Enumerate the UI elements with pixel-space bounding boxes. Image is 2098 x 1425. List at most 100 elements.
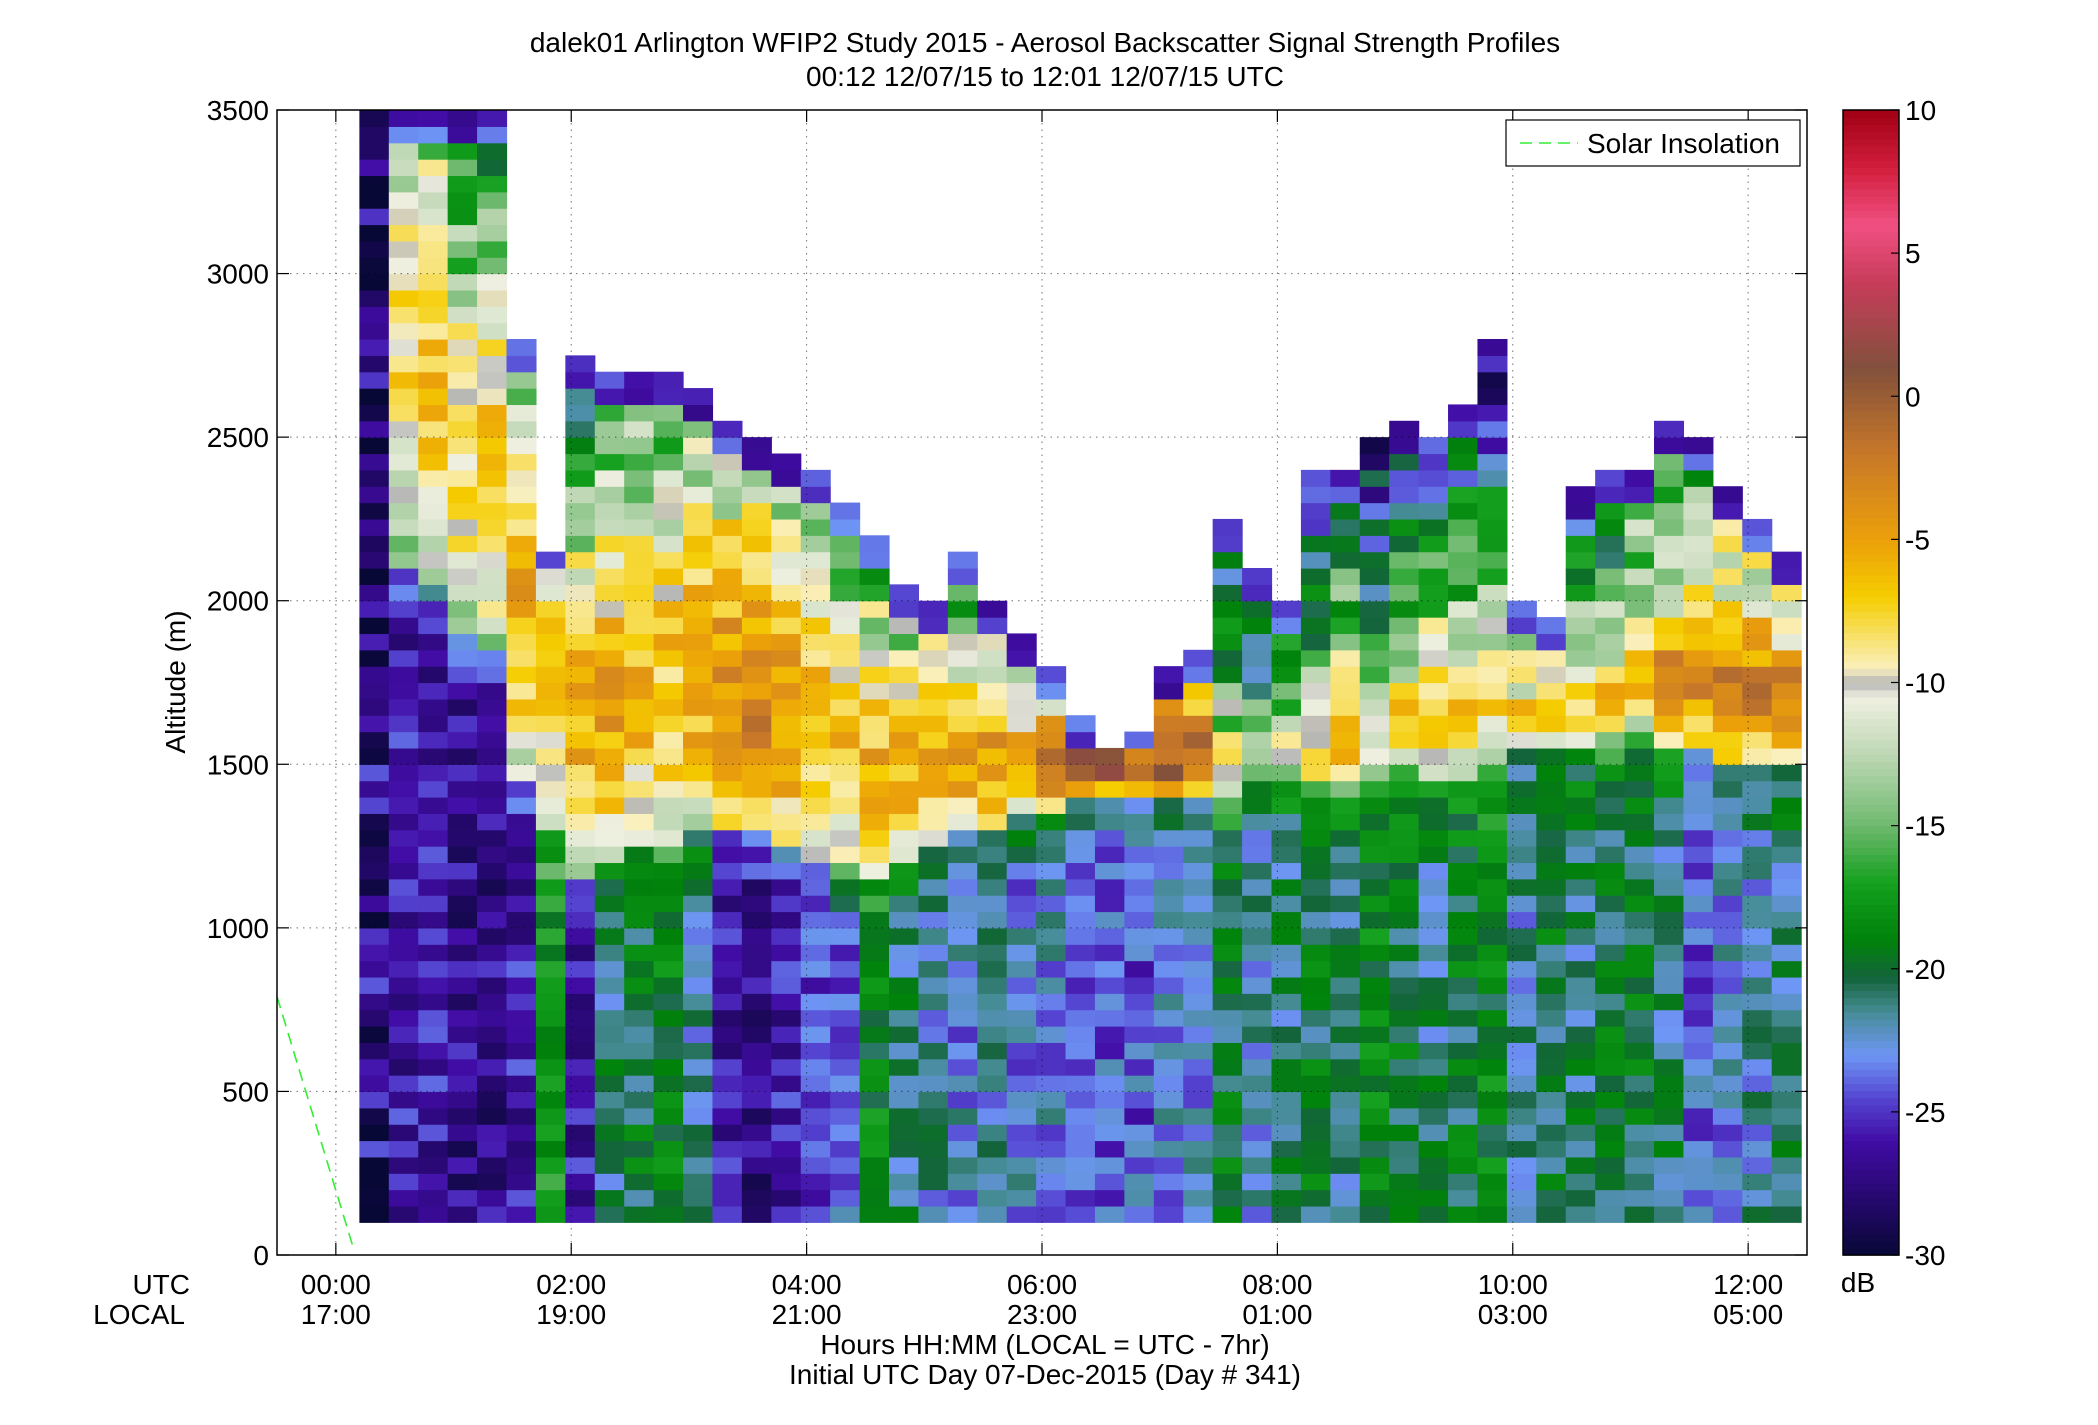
heatmap-cell [1271, 895, 1302, 913]
heatmap-cell [1183, 829, 1214, 847]
heatmap-cell [947, 944, 978, 962]
heatmap-cell [1771, 1075, 1802, 1093]
heatmap-cell [683, 1205, 714, 1223]
heatmap-cell [1359, 698, 1390, 716]
heatmap-cell [418, 927, 449, 945]
heatmap-cell [1742, 1009, 1773, 1027]
heatmap-cell [1300, 617, 1331, 635]
heatmap-cell [1330, 633, 1361, 651]
heatmap-cell [565, 600, 596, 618]
heatmap-cell [1595, 862, 1626, 880]
heatmap-cell [1094, 976, 1125, 994]
heatmap-cell [1418, 551, 1449, 569]
heatmap-cell [1006, 1205, 1037, 1223]
heatmap-cell [1300, 813, 1331, 831]
heatmap-cell [624, 1009, 655, 1027]
heatmap-cell [1771, 698, 1802, 716]
heatmap-cell [859, 1156, 890, 1174]
heatmap-cell [1242, 1205, 1273, 1223]
heatmap-cell [1006, 862, 1037, 880]
heatmap-cell [359, 1156, 390, 1174]
colorbar-segment [1843, 245, 1899, 254]
heatmap-cell [388, 535, 419, 553]
heatmap-cell [830, 976, 861, 994]
heatmap-cell [1094, 1140, 1125, 1158]
heatmap-cell [859, 633, 890, 651]
heatmap-cell [1683, 878, 1714, 896]
heatmap-cell [388, 862, 419, 880]
y-axis-label: Altitude (m) [160, 610, 191, 753]
heatmap-cell [712, 1058, 743, 1076]
heatmap-cell [1330, 780, 1361, 798]
heatmap-cell [477, 1107, 508, 1125]
heatmap-cell [653, 1124, 684, 1142]
heatmap-cell [1183, 1189, 1214, 1207]
heatmap-cell [565, 486, 596, 504]
heatmap-cell [418, 911, 449, 929]
heatmap-cell [1654, 518, 1685, 536]
heatmap-cell [800, 1173, 831, 1191]
colorbar-segment [1843, 474, 1899, 483]
heatmap-cell [1565, 502, 1596, 520]
heatmap-cell [1712, 927, 1743, 945]
heatmap-cell [1448, 780, 1479, 798]
heatmap-cell [830, 780, 861, 798]
heatmap-cell [771, 813, 802, 831]
heatmap-cell [1300, 862, 1331, 880]
heatmap-cell [859, 715, 890, 733]
heatmap-cell [1742, 764, 1773, 782]
heatmap-cell [1212, 633, 1243, 651]
heatmap-cell [889, 1091, 920, 1109]
heatmap-cell [712, 976, 743, 994]
heatmap-cell [1006, 895, 1037, 913]
colorbar-segment [1843, 1147, 1899, 1156]
heatmap-cell [1771, 1189, 1802, 1207]
heatmap-cell [918, 1205, 949, 1223]
x-tick-label-local: 23:00 [1007, 1299, 1077, 1330]
heatmap-cell [1448, 617, 1479, 635]
heatmap-cell [830, 518, 861, 536]
heatmap-cell [1359, 1009, 1390, 1027]
heatmap-cell [1654, 1107, 1685, 1125]
heatmap-cell [800, 1009, 831, 1027]
heatmap-cell [1271, 797, 1302, 814]
heatmap-cell [771, 617, 802, 635]
heatmap-cell [1212, 518, 1243, 536]
heatmap-cell [1506, 649, 1537, 667]
heatmap-cell [594, 502, 625, 520]
heatmap-cell [359, 764, 390, 782]
heatmap-cell [359, 273, 390, 291]
heatmap-cell [388, 1173, 419, 1191]
heatmap-cell [1654, 453, 1685, 471]
heatmap-cell [830, 1205, 861, 1223]
heatmap-cell [1153, 993, 1184, 1011]
heatmap-cell [624, 1173, 655, 1191]
heatmap-cell [947, 551, 978, 569]
heatmap-cell [1036, 715, 1067, 733]
heatmap-cell [535, 976, 566, 994]
heatmap-cell [1330, 993, 1361, 1011]
heatmap-cell [388, 175, 419, 193]
heatmap-cell [624, 617, 655, 635]
heatmap-cell [1565, 682, 1596, 700]
heatmap-cell [741, 862, 772, 880]
heatmap-cell [535, 1009, 566, 1027]
heatmap-cell [477, 1124, 508, 1142]
heatmap-cell [1595, 1124, 1626, 1142]
heatmap-cell [653, 1156, 684, 1174]
heatmap-cell [683, 862, 714, 880]
heatmap-cell [1448, 1173, 1479, 1191]
heatmap-cell [1536, 1091, 1567, 1109]
colorbar-segment [1843, 539, 1899, 548]
heatmap-cell [1242, 1107, 1273, 1125]
solar-insolation-line [276, 996, 355, 1249]
heatmap-cell [1183, 747, 1214, 765]
heatmap-cell [1536, 846, 1567, 864]
heatmap-cell [1536, 649, 1567, 667]
heatmap-cell [1036, 797, 1067, 814]
heatmap-cell [359, 911, 390, 929]
colorbar-segment [1843, 668, 1899, 677]
heatmap-cell [1242, 1173, 1273, 1191]
heatmap-cell [418, 142, 449, 160]
colorbar-segment [1843, 1054, 1899, 1063]
